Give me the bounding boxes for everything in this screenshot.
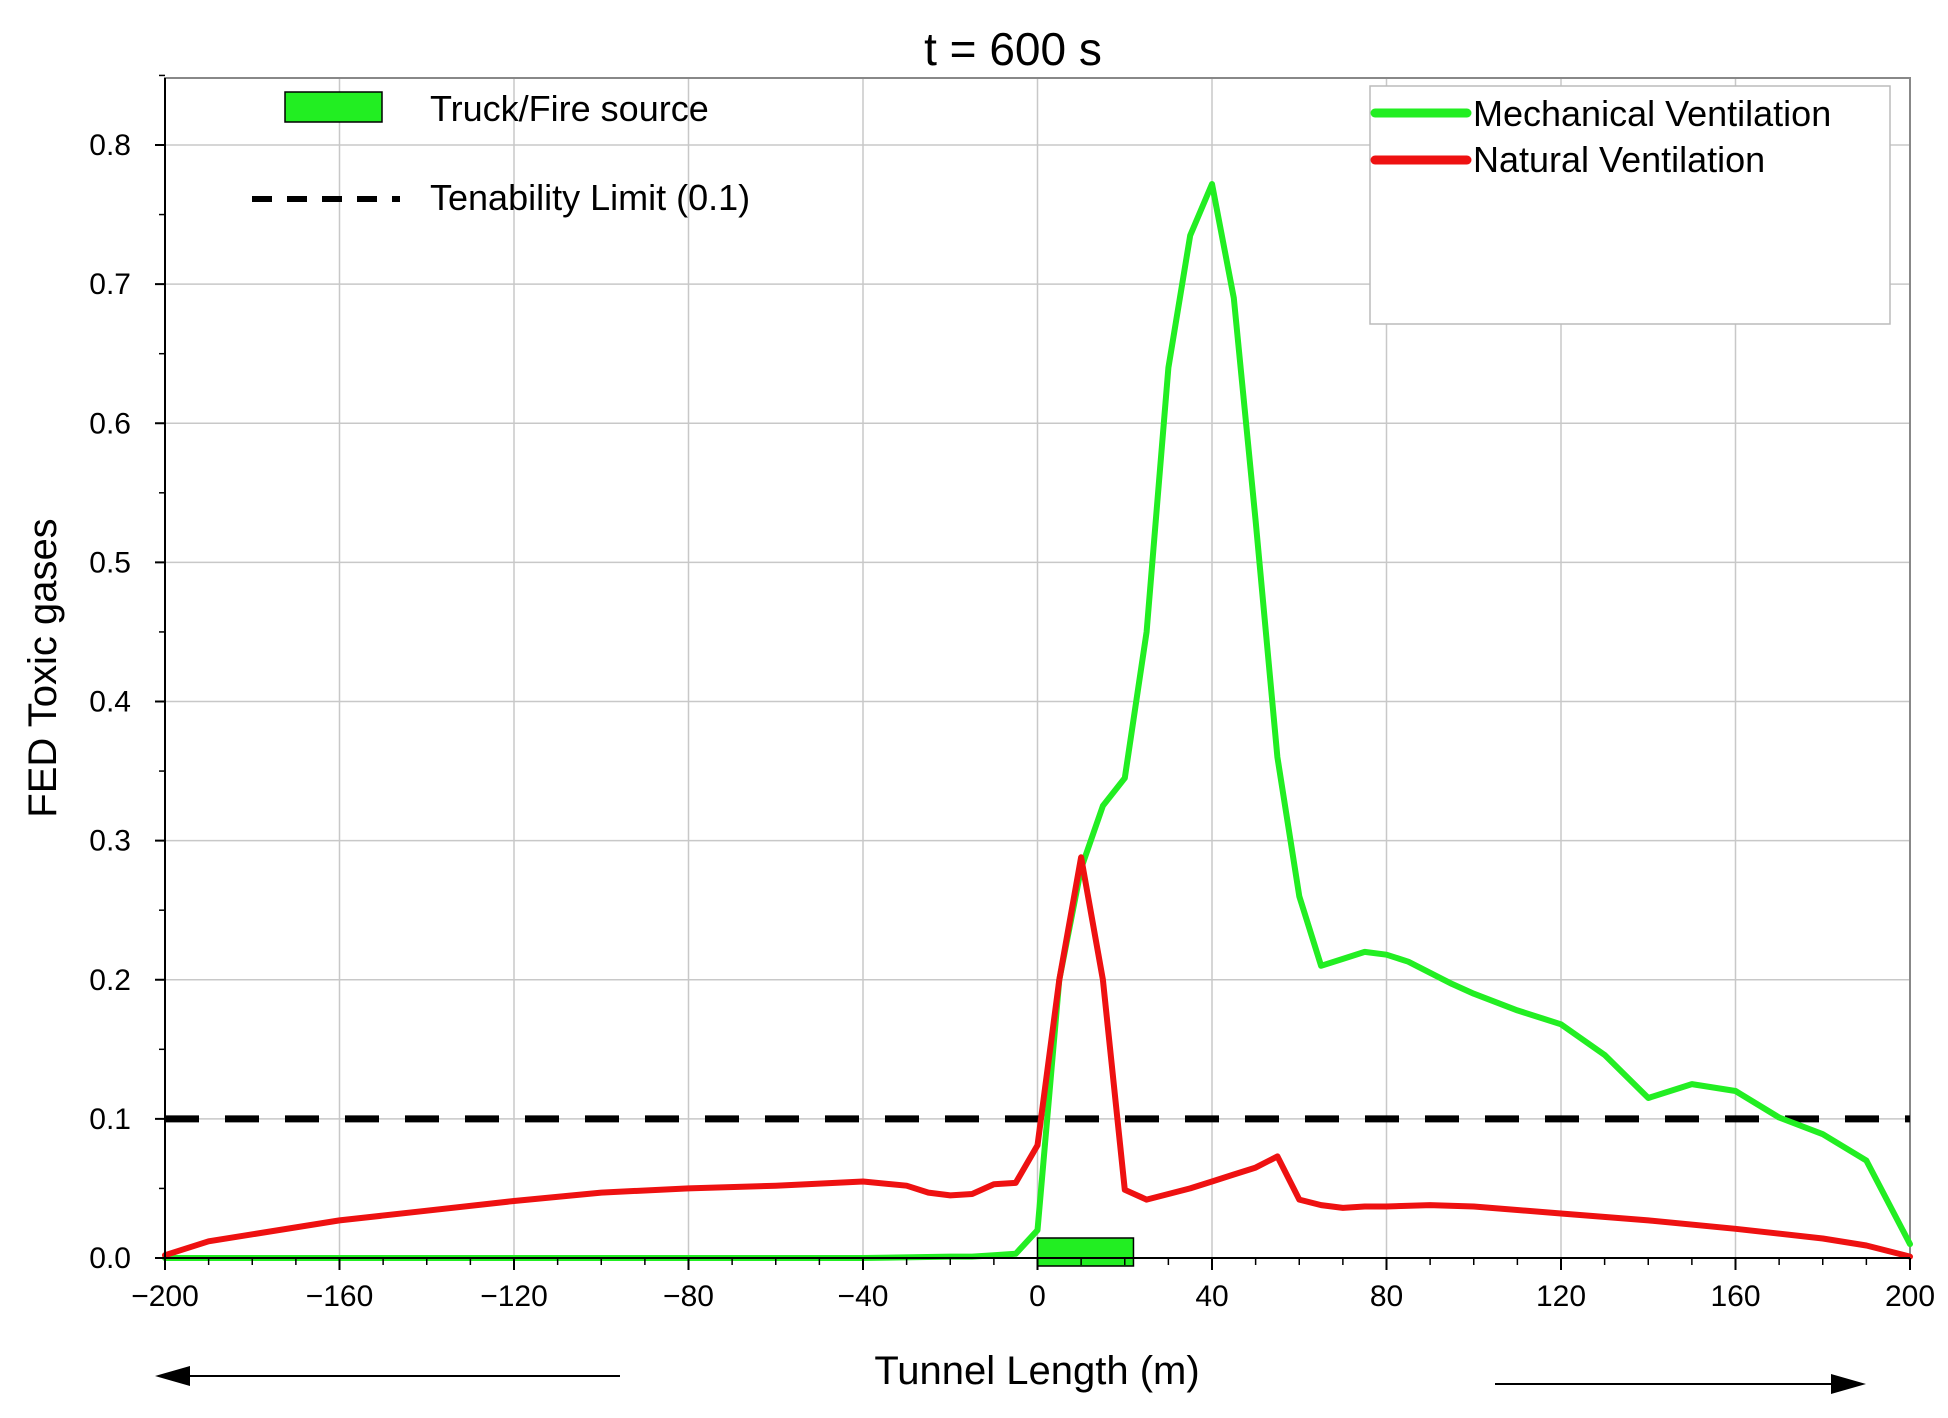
series-natural-ventilation — [162, 854, 1913, 1260]
legend-mechanical-label: Mechanical Ventilation — [1473, 93, 1831, 134]
y-tick-label: 0.4 — [89, 686, 131, 719]
left-direction-arrow — [155, 1366, 620, 1386]
x-tick-label: 80 — [1370, 1280, 1403, 1313]
x-tick-label: 40 — [1195, 1280, 1228, 1313]
x-tick-label: −200 — [131, 1280, 199, 1313]
y-tick-label: 0.1 — [89, 1103, 131, 1136]
legend-fire-swatch — [284, 91, 383, 123]
y-tick-label: 0.7 — [89, 268, 131, 301]
x-tick-label: 160 — [1710, 1280, 1760, 1313]
legend-natural-label: Natural Ventilation — [1473, 139, 1765, 180]
x-axis-title: Tunnel Length (m) — [874, 1349, 1199, 1393]
x-tick-label: −80 — [663, 1280, 714, 1313]
x-tick-label: −120 — [480, 1280, 548, 1313]
y-tick-label: 0.5 — [89, 546, 131, 579]
right-direction-arrow — [1495, 1374, 1866, 1394]
legend-tenability-label: Tenability Limit (0.1) — [430, 177, 750, 218]
x-axis: −200 −160 −120 −80 −40 0 40 80 120 160 200 — [131, 1257, 1935, 1313]
x-tick-label: 120 — [1536, 1280, 1586, 1313]
legend-box — [1369, 85, 1891, 325]
x-tick-label: −160 — [306, 1280, 374, 1313]
legend-right: Mechanical Ventilation Natural Ventilati… — [1369, 85, 1891, 325]
y-axis-title: FED Toxic gases — [21, 518, 65, 817]
legend-fire-label: Truck/Fire source — [430, 88, 709, 129]
x-tick-label: −40 — [838, 1280, 889, 1313]
y-tick-label: 0.6 — [89, 407, 131, 440]
y-tick-label: 0.3 — [89, 825, 131, 858]
y-axis: 0.0 0.1 0.2 0.3 0.4 0.5 0.6 0.7 0.8 — [89, 74, 166, 1275]
chart-title: t = 600 s — [924, 23, 1102, 75]
y-tick-label: 0.8 — [89, 129, 131, 162]
legend-left: Truck/Fire source Tenability Limit (0.1) — [252, 88, 750, 218]
x-tick-label: 200 — [1885, 1280, 1935, 1313]
x-tick-label: 0 — [1029, 1280, 1046, 1313]
y-tick-label: 0.2 — [89, 964, 131, 997]
fire-source — [1036, 1237, 1135, 1267]
fire-source-bar — [1036, 1237, 1135, 1267]
y-tick-label: 0.0 — [89, 1242, 131, 1275]
